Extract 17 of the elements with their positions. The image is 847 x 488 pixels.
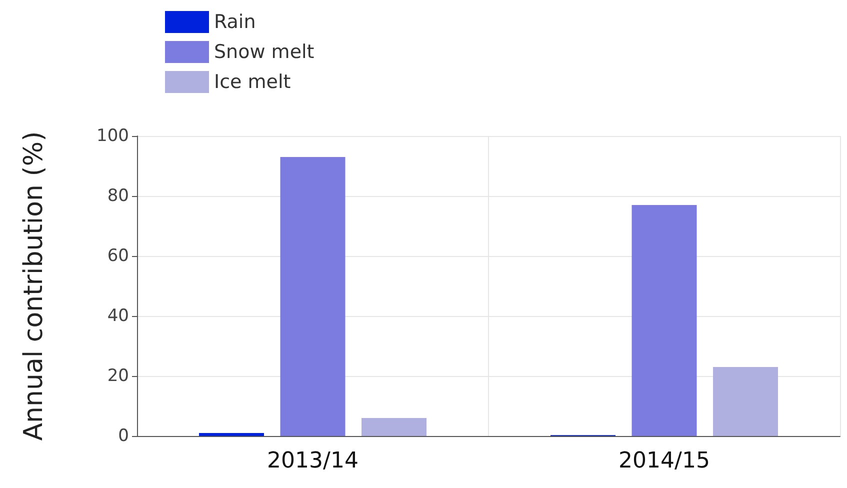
y-tick-label: 60 — [107, 246, 129, 266]
bar — [713, 367, 778, 436]
x-tick-label: 2013/14 — [267, 448, 358, 474]
bar — [199, 433, 264, 436]
bar — [362, 418, 426, 436]
y-tick-label: 20 — [107, 366, 129, 386]
y-tick-label: 40 — [107, 306, 129, 326]
bar — [632, 205, 697, 436]
legend-label: Ice melt — [214, 71, 291, 93]
y-axis-title: Annual contribution (%) — [19, 131, 49, 441]
y-tick-label: 0 — [118, 426, 129, 446]
bar — [280, 157, 346, 436]
legend-label: Rain — [214, 11, 256, 33]
y-tick-label: 100 — [96, 126, 129, 146]
legend-label: Snow melt — [214, 41, 314, 63]
x-tick-label: 2014/15 — [618, 448, 710, 474]
y-tick-label: 80 — [107, 186, 129, 206]
